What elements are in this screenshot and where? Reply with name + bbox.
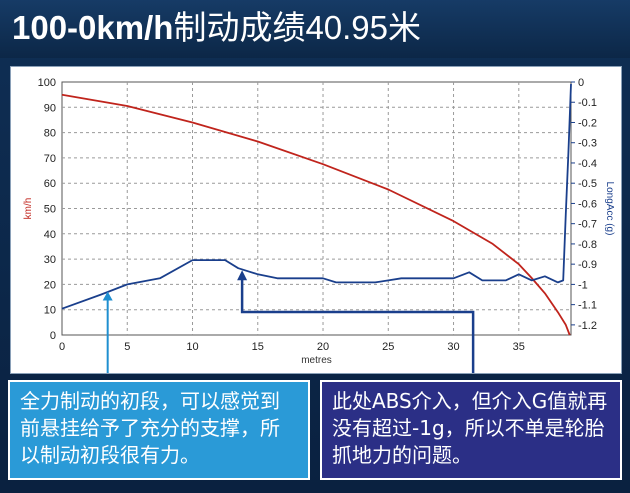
y2-tick-label: -0.4 [578, 158, 597, 170]
y-tick-label: 50 [44, 204, 56, 216]
y-axis-label: km/h [23, 198, 34, 220]
y2-tick-label: -0.9 [578, 259, 597, 271]
title-bold-part: 100-0km/h [12, 9, 174, 46]
y2-axis-label: LongAcc (g) [604, 182, 615, 236]
x-tick-label: 15 [252, 341, 264, 353]
x-tick-label: 25 [382, 341, 394, 353]
series-line-speed [61, 93, 571, 336]
callout-left: 全力制动的初段，可以感觉到前悬挂给予了充分的支撑，所以制动初段很有力。 [8, 380, 310, 480]
y2-tick-label: -0.8 [578, 239, 597, 251]
braking-chart: 0 5 10 15 20 25 30 35 0 10 20 30 40 50 60 70 80 90 100 0 -0.… [23, 77, 615, 373]
chart-panel: 0 5 10 15 20 25 30 35 0 10 20 30 40 50 60 70 80 90 100 0 -0.… [10, 66, 622, 374]
y-tick-label: 20 [44, 279, 56, 291]
page-title: 100-0km/h制动成绩40.95米 [12, 6, 421, 50]
x-tick-label: 20 [317, 341, 329, 353]
x-tick-label: 10 [186, 341, 198, 353]
y2-tick-label: -1.1 [578, 300, 597, 312]
x-tick-label: 30 [447, 341, 459, 353]
y2-tick-label: -0.3 [578, 138, 597, 150]
y-tick-label: 10 [44, 305, 56, 317]
y2-tick-label: -0.7 [578, 219, 597, 231]
y2-tick-label: -0.5 [578, 178, 597, 190]
arrow-right-shaft [240, 278, 475, 373]
series-line-long_acc [61, 83, 572, 310]
x-tick-label: 5 [124, 341, 130, 353]
y-tick-label: 30 [44, 254, 56, 266]
y2-tick-label: -0.6 [578, 198, 597, 210]
y-tick-label: 60 [44, 178, 56, 190]
y-tick-label: 100 [38, 77, 56, 89]
y-tick-label: 70 [44, 153, 56, 165]
y2-tick-label: -0.1 [578, 97, 597, 109]
arrow-right-head [237, 270, 248, 281]
title-bar: 100-0km/h制动成绩40.95米 [0, 0, 630, 58]
y-tick-label: 90 [44, 102, 56, 114]
x-axis-label: metres [301, 355, 332, 366]
y2-tick-label: 0 [578, 77, 584, 89]
y2-tick-label: -0.2 [578, 117, 597, 129]
y-tick-label: 40 [44, 229, 56, 241]
title-rest: 制动成绩40.95米 [173, 9, 422, 46]
x-tick-label: 0 [59, 341, 65, 353]
y2-tick-label: -1 [578, 279, 588, 291]
y-tick-label: 80 [44, 128, 56, 140]
x-tick-label: 35 [513, 341, 525, 353]
arrow-left-head [102, 291, 113, 301]
y-tick-label: 0 [50, 330, 56, 342]
y2-tick-label: -1.2 [578, 320, 597, 332]
callout-right: 此处ABS介入，但介入G值就再没有超过-1g，所以不单是轮胎抓地力的问题。 [320, 380, 622, 480]
